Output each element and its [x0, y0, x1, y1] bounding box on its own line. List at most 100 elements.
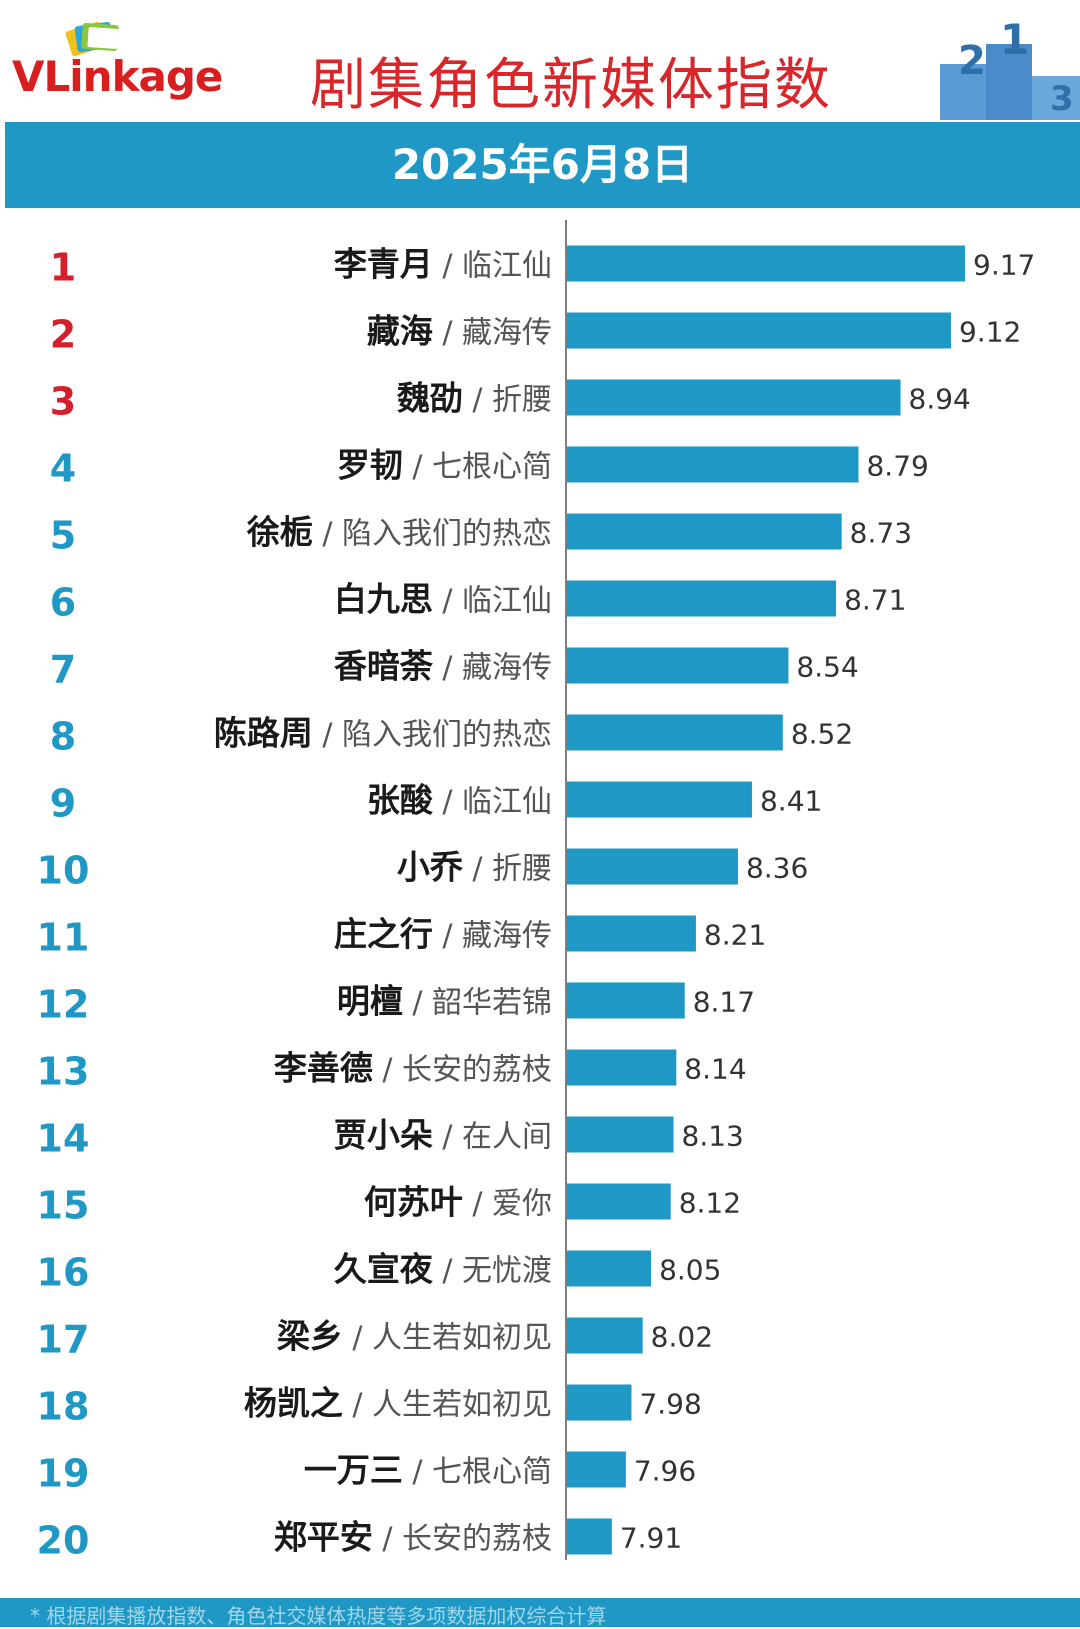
row-label: 罗韧 / 七根心简: [337, 446, 552, 485]
rank-label: 20: [37, 1519, 90, 1563]
character-name: 贾小朵: [334, 1116, 433, 1155]
row-label: 陈路周 / 陷入我们的热恋: [214, 714, 552, 753]
rank-label: 7: [50, 648, 76, 692]
value-label: 7.96: [634, 1455, 696, 1488]
character-name: 何苏叶: [364, 1183, 463, 1222]
character-name: 白九思: [334, 580, 433, 619]
value-label: 8.73: [850, 517, 912, 550]
bar: [567, 1518, 612, 1555]
row-label: 杨凯之 / 人生若如初见: [244, 1384, 552, 1423]
row-label: 张酸 / 临江仙: [367, 781, 552, 820]
value-label: 9.12: [959, 316, 1021, 349]
bar: [567, 446, 859, 483]
value-label: 7.98: [639, 1388, 701, 1421]
character-name: 藏海: [367, 312, 433, 351]
bar: [567, 781, 752, 818]
character-name: 李善德: [274, 1049, 373, 1088]
value-label: 8.52: [791, 718, 853, 751]
drama-name: / 陷入我们的热恋: [313, 517, 552, 552]
bar: [567, 513, 842, 550]
drama-name: / 临江仙: [433, 584, 552, 619]
value-label: 8.36: [746, 852, 808, 885]
character-name: 一万三: [304, 1451, 403, 1490]
row-label: 藏海 / 藏海传: [367, 312, 552, 351]
row-label: 徐栀 / 陷入我们的热恋: [246, 513, 552, 552]
bar: [567, 1116, 674, 1153]
value-label: 8.14: [684, 1053, 746, 1086]
rank-label: 8: [50, 715, 76, 759]
vlinkage-logo: VLinkage: [12, 52, 223, 101]
row-label: 梁乡 / 人生若如初见: [277, 1317, 552, 1356]
character-name: 陈路周: [214, 714, 313, 753]
drama-name: / 临江仙: [433, 785, 552, 820]
row-label: 久宣夜 / 无忧渡: [334, 1250, 552, 1289]
value-label: 8.05: [659, 1254, 721, 1287]
row-label: 庄之行 / 藏海传: [334, 915, 552, 954]
rank-label: 15: [37, 1184, 90, 1228]
footer-note: * 根据剧集播放指数、角色社交媒体热度等多项数据加权综合计算: [30, 1604, 607, 1628]
drama-name: / 韶华若锦: [403, 986, 552, 1021]
row-label: 李善德 / 长安的荔枝: [274, 1049, 552, 1088]
logo-cards-icon: [65, 21, 119, 57]
page-title: 剧集角色新媒体指数: [310, 53, 832, 118]
bar: [567, 379, 901, 416]
drama-name: / 长安的荔枝: [373, 1522, 552, 1557]
value-label: 8.79: [866, 450, 928, 483]
character-name: 徐栀: [246, 513, 313, 552]
footer-bar: [0, 1598, 1080, 1627]
ranking-chart: 1 李青月 / 临江仙 9.17 2 藏海 / 藏海传 9.12 3 魏劭 / 折腰 8.94 4…: [37, 220, 1035, 1563]
bar: [567, 848, 738, 885]
bar: [567, 312, 951, 349]
row-label: 贾小朵 / 在人间: [334, 1116, 552, 1155]
rank-label: 18: [37, 1385, 90, 1429]
value-label: 8.54: [796, 651, 858, 684]
value-label: 8.41: [760, 785, 822, 818]
drama-name: / 折腰: [463, 852, 552, 887]
value-label: 8.94: [909, 383, 971, 416]
rank-label: 17: [37, 1318, 90, 1362]
drama-name: / 折腰: [463, 383, 552, 418]
rank-label: 19: [37, 1452, 90, 1496]
rank-label: 1: [50, 246, 76, 290]
rank-label: 10: [37, 849, 90, 893]
bar: [567, 714, 783, 751]
header: VLinkage 剧集角色新媒体指数 2 1 3: [0, 0, 1080, 120]
row-label: 李青月 / 临江仙: [334, 245, 552, 284]
rank-label: 2: [50, 313, 76, 357]
character-name: 小乔: [397, 848, 464, 887]
rank-label: 11: [37, 916, 90, 960]
row-label: 小乔 / 折腰: [397, 848, 552, 887]
character-name: 李青月: [334, 245, 433, 284]
row-label: 明檀 / 韶华若锦: [337, 982, 552, 1021]
character-name: 庄之行: [334, 915, 433, 954]
drama-name: / 藏海传: [433, 651, 552, 686]
value-label: 7.91: [620, 1522, 682, 1555]
rank-label: 13: [37, 1050, 90, 1094]
podium-icon: 2 1 3: [940, 15, 1080, 120]
rank-label: 9: [50, 782, 76, 826]
row-label: 白九思 / 临江仙: [334, 580, 552, 619]
rank-label: 3: [50, 380, 76, 424]
row-label: 香暗荼 / 藏海传: [334, 647, 552, 686]
character-name: 魏劭: [397, 379, 463, 418]
character-name: 杨凯之: [244, 1384, 343, 1423]
character-name: 明檀: [337, 982, 403, 1021]
bar: [567, 1384, 632, 1421]
rank-label: 6: [50, 581, 76, 625]
rank-label: 16: [37, 1251, 90, 1295]
rank-label: 14: [37, 1117, 90, 1161]
bar: [567, 1183, 671, 1220]
value-label: 8.13: [682, 1120, 744, 1153]
bar: [567, 1250, 652, 1287]
drama-name: / 爱你: [463, 1187, 552, 1222]
drama-name: / 七根心简: [403, 1455, 552, 1490]
date-banner: 2025年6月8日: [5, 122, 1080, 208]
bar: [567, 580, 837, 617]
row-label: 郑平安 / 长安的荔枝: [274, 1518, 552, 1557]
character-name: 梁乡: [277, 1317, 343, 1356]
row-label: 一万三 / 七根心简: [304, 1451, 552, 1490]
value-label: 8.21: [704, 919, 766, 952]
row-label: 何苏叶 / 爱你: [364, 1183, 552, 1222]
bar: [567, 1049, 677, 1086]
drama-name: / 陷入我们的热恋: [313, 718, 552, 753]
